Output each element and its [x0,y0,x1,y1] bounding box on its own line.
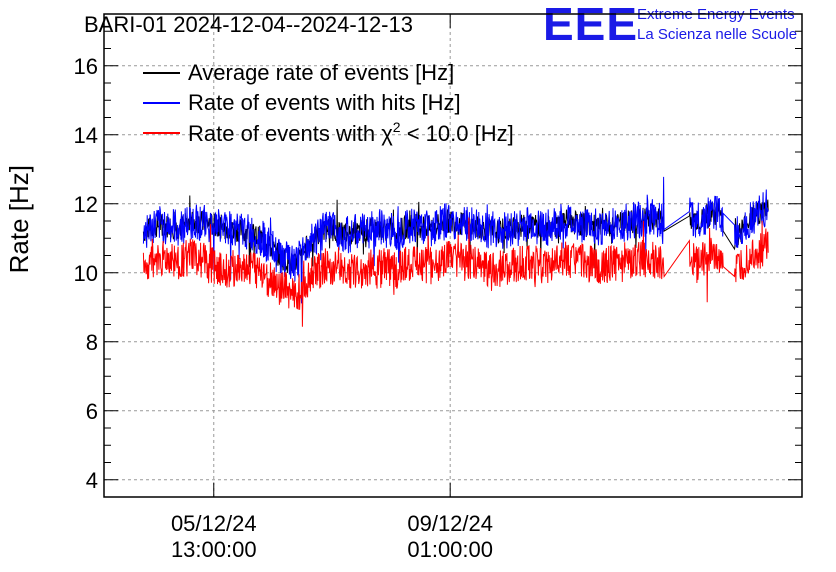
x-tick-date: 09/12/24 [407,511,493,536]
y-tick-label: 8 [86,330,98,355]
y-tick-label: 12 [74,192,98,217]
legend: Average rate of events [Hz] Rate of even… [143,60,514,146]
x-tick-time: 01:00:00 [407,537,493,562]
logo-mark: EEE [543,0,638,50]
plot-frame [103,13,803,498]
series-layer [142,176,769,327]
x-tick-time: 13:00:00 [171,537,257,562]
legend-chi2-symbol: χ [381,121,393,146]
legend-chi2-prefix: Rate of events with [188,121,381,146]
y-tick-label: 14 [74,123,98,148]
chart-title: BARI-01 2024-12-04--2024-12-13 [84,12,413,37]
x-tick-date: 05/12/24 [171,511,257,536]
legend-chi2-suffix: < 10.0 [Hz] [401,121,514,146]
logo-line2: La Scienza nelle Scuole [637,26,797,43]
eee-logo: EEE Extreme Energy Events La Scienza nel… [543,0,797,50]
legend-label-average: Average rate of events [Hz] [188,60,454,85]
legend-label-hits: Rate of events with hits [Hz] [188,90,461,115]
y-tick-label: 6 [86,399,98,424]
y-tick-label: 4 [86,468,98,493]
legend-label-chi2: Rate of events with χ2 < 10.0 [Hz] [188,119,514,146]
legend-chi2-exponent: 2 [393,119,401,135]
series-hits-line [142,176,769,304]
series-chi2-line [142,217,769,327]
y-axis-label: Rate [Hz] [4,165,34,273]
y-tick-label: 10 [74,261,98,286]
y-tick-label: 16 [74,54,98,79]
